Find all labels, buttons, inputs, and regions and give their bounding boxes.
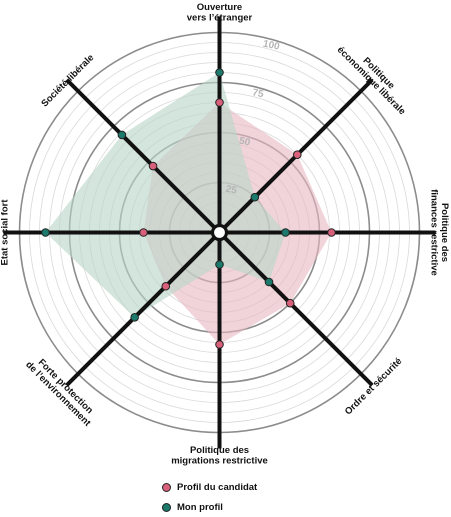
axis-line — [218, 231, 374, 387]
axis-label: finances restrictive — [429, 189, 440, 276]
tick-label: 50 — [238, 136, 252, 149]
series-area-2 — [45, 72, 286, 318]
data-point-series-2 — [264, 277, 274, 287]
axis-label: migrations restrictive — [171, 456, 268, 467]
data-point-series-2 — [41, 228, 50, 237]
data-point-series-2 — [215, 68, 224, 77]
legend-item-mine: Mon profil — [162, 499, 362, 515]
data-point-series-1 — [327, 228, 336, 237]
data-point-series-2 — [117, 130, 127, 140]
center-hub — [210, 223, 229, 242]
series-areas — [45, 72, 332, 345]
axis-line — [65, 78, 221, 234]
legend-swatch-mine — [162, 502, 171, 512]
data-point-series-2 — [281, 228, 290, 237]
legend-item-candidate: Profil du candidat — [162, 479, 362, 495]
legend-swatch-candidate — [162, 482, 171, 492]
data-point-series-1 — [215, 98, 224, 107]
tick-labels: 25 50 75 100 — [225, 39, 281, 197]
data-points — [41, 68, 336, 349]
data-point-series-1 — [215, 340, 224, 349]
data-point-series-1 — [285, 298, 295, 308]
data-point-series-2 — [250, 192, 260, 202]
data-point-series-1 — [139, 228, 148, 237]
axis-label: Ouverture — [197, 2, 242, 13]
data-point-series-2 — [130, 313, 139, 322]
tick-label: 25 — [225, 184, 239, 197]
axis-label-group: Etat social fort — [0, 199, 11, 266]
tick-label: 75 — [251, 87, 265, 100]
axis-label: vers l’étranger — [187, 13, 253, 24]
tick-label: 100 — [262, 39, 281, 53]
axis-label: Politique des — [190, 445, 249, 456]
axis-label: Etat social fort — [0, 199, 11, 266]
legend-label-mine: Mon profil — [177, 501, 223, 513]
axis-line — [65, 231, 221, 387]
legend-label-candidate: Profil du candidat — [177, 481, 258, 493]
data-point-series-1 — [292, 150, 302, 160]
data-point-series-1 — [148, 161, 158, 171]
data-point-series-2 — [215, 260, 224, 269]
axis-label: Politique des — [439, 203, 450, 262]
data-point-series-1 — [161, 281, 171, 291]
